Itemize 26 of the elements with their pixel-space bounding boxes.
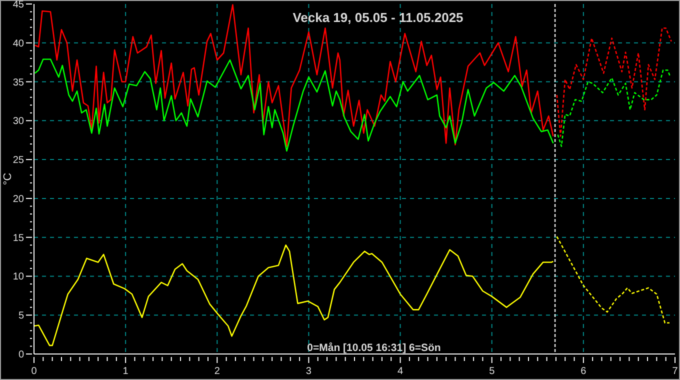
y-tick-label: 15: [12, 232, 24, 244]
y-tick-label: 45: [12, 0, 24, 10]
y-axis-title: °C: [2, 172, 14, 186]
x-tick-label: 2: [214, 366, 220, 377]
line-series: [556, 236, 670, 324]
line-series: [34, 4, 554, 147]
x-tick-label: 5: [489, 366, 496, 377]
x-tick-label: 1: [122, 366, 129, 377]
x-tick-label: 3: [306, 366, 312, 377]
annotation: 0=Mån [10.05 16:31] 6=Sön: [307, 342, 441, 354]
y-tick-label: 0: [18, 350, 24, 360]
line-series: [34, 58, 554, 152]
y-tick-label: 5: [18, 310, 24, 322]
text: Vecka 19, 05.05 - 11.05.2025: [292, 10, 464, 25]
x-tick-label: 0: [31, 366, 38, 377]
y-tick-label: 35: [12, 77, 24, 88]
x-tick-label: 6: [580, 366, 587, 377]
line-series: [556, 27, 672, 137]
y-tick-label: 20: [12, 194, 24, 205]
y-tick-label: 30: [12, 116, 24, 128]
y-tick-label: 10: [12, 272, 24, 283]
line-series: [557, 69, 672, 147]
x-tick-label: 4: [398, 366, 404, 377]
x-tick-label: 7: [672, 366, 678, 377]
y-tick-label: 25: [12, 155, 24, 166]
y-tick-label: 40: [12, 38, 24, 50]
